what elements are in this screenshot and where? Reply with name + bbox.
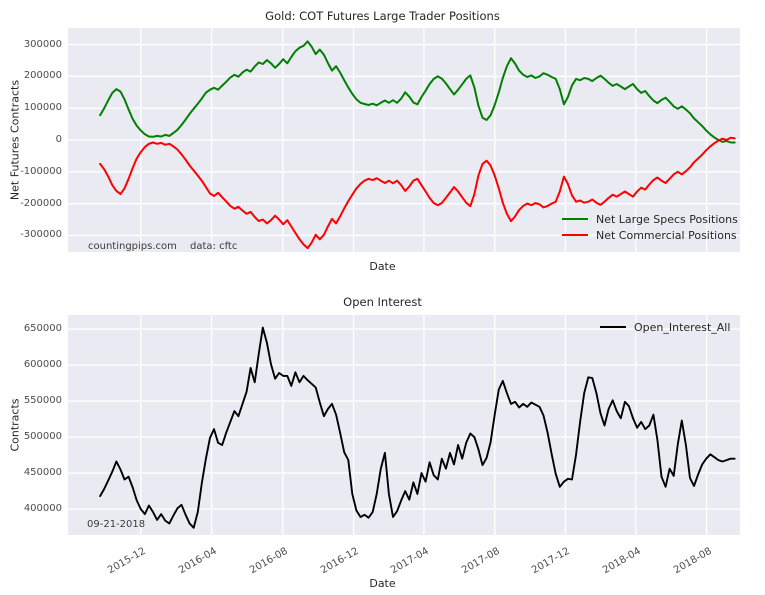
- chart1-canvas: [68, 28, 740, 252]
- chart2-x-axis-label: Date: [369, 577, 396, 590]
- legend-item-open-interest: Open_Interest_All: [600, 319, 730, 335]
- xtick-label: 2017-04: [388, 545, 431, 577]
- chart1-x-axis-label: Date: [369, 260, 396, 273]
- green-line-swatch: [562, 218, 588, 220]
- ytick-label: 300000: [23, 38, 62, 50]
- watermark-countingpips: countingpips.com: [88, 241, 177, 252]
- black-line-swatch: [600, 326, 626, 328]
- chart2-legend: Open_Interest_All: [600, 319, 730, 335]
- chart2-canvas: [68, 315, 740, 535]
- ytick-label: 200000: [23, 70, 62, 82]
- ytick-label: 650000: [23, 323, 62, 335]
- chart2-y-axis-label: Contracts: [8, 398, 22, 452]
- chart1-title: Gold: COT Futures Large Trader Positions: [265, 9, 500, 23]
- ytick-label: 100000: [23, 102, 62, 114]
- net-commercial-positions-line: [99, 136, 736, 250]
- net-large-specs-positions-line: [99, 40, 736, 144]
- legend-label: Net Commercial Positions: [596, 228, 737, 242]
- ytick-label: 600000: [23, 359, 62, 371]
- ytick-label: -200000: [20, 197, 62, 209]
- legend-label: Open_Interest_All: [634, 320, 731, 334]
- xtick-label: 2016-12: [318, 545, 361, 577]
- red-line-swatch: [562, 234, 588, 236]
- chart1-legend: Net Large Specs Positions Net Commercial…: [562, 211, 738, 243]
- ytick-label: 0: [55, 134, 62, 145]
- ytick-label: 450000: [23, 467, 62, 479]
- xtick-label: 2017-08: [459, 545, 502, 577]
- xtick-label: 2015-12: [105, 545, 148, 577]
- data-source-note: data: cftc: [190, 241, 238, 252]
- xtick-label: 2016-08: [247, 545, 290, 577]
- chart2-plot-area: [68, 315, 740, 535]
- ytick-label: -100000: [20, 165, 62, 177]
- legend-label: Net Large Specs Positions: [596, 212, 738, 226]
- ytick-label: 500000: [23, 431, 62, 443]
- legend-item-net-commercial: Net Commercial Positions: [562, 227, 738, 243]
- open-interest-all-line: [99, 326, 736, 529]
- chart1-plot-area: [68, 28, 740, 252]
- xtick-label: 2018-08: [671, 545, 714, 577]
- ytick-label: 400000: [23, 503, 62, 515]
- legend-item-net-large-specs: Net Large Specs Positions: [562, 211, 738, 227]
- report-date-annotation: 09-21-2018: [87, 519, 146, 530]
- xtick-label: 2016-04: [176, 545, 219, 577]
- xtick-label: 2018-04: [600, 545, 643, 577]
- ytick-label: -300000: [20, 229, 62, 241]
- xtick-label: 2017-12: [530, 545, 573, 577]
- ytick-label: 550000: [23, 395, 62, 407]
- chart2-title: Open Interest: [343, 295, 422, 309]
